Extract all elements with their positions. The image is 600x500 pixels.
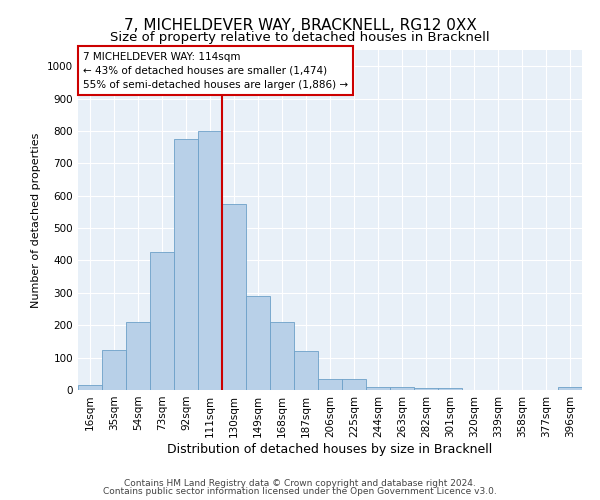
Bar <box>102 350 126 390</box>
Bar <box>222 204 246 390</box>
Y-axis label: Number of detached properties: Number of detached properties <box>31 132 41 308</box>
Bar <box>270 322 294 390</box>
Bar <box>78 385 102 390</box>
Bar <box>318 378 342 390</box>
Text: 7, MICHELDEVER WAY, BRACKNELL, RG12 0XX: 7, MICHELDEVER WAY, BRACKNELL, RG12 0XX <box>124 18 476 32</box>
Bar <box>342 378 366 390</box>
Bar <box>294 351 318 390</box>
Text: Contains public sector information licensed under the Open Government Licence v3: Contains public sector information licen… <box>103 487 497 496</box>
Bar <box>150 252 174 390</box>
Bar <box>198 131 222 390</box>
Bar <box>390 388 414 390</box>
Text: Size of property relative to detached houses in Bracknell: Size of property relative to detached ho… <box>110 31 490 44</box>
Bar <box>558 388 582 390</box>
Bar <box>438 388 462 390</box>
Bar <box>414 388 438 390</box>
Bar <box>126 322 150 390</box>
Bar <box>174 139 198 390</box>
Bar <box>366 387 390 390</box>
Text: Contains HM Land Registry data © Crown copyright and database right 2024.: Contains HM Land Registry data © Crown c… <box>124 478 476 488</box>
X-axis label: Distribution of detached houses by size in Bracknell: Distribution of detached houses by size … <box>167 442 493 456</box>
Bar <box>246 296 270 390</box>
Text: 7 MICHELDEVER WAY: 114sqm
← 43% of detached houses are smaller (1,474)
55% of se: 7 MICHELDEVER WAY: 114sqm ← 43% of detac… <box>83 52 348 90</box>
